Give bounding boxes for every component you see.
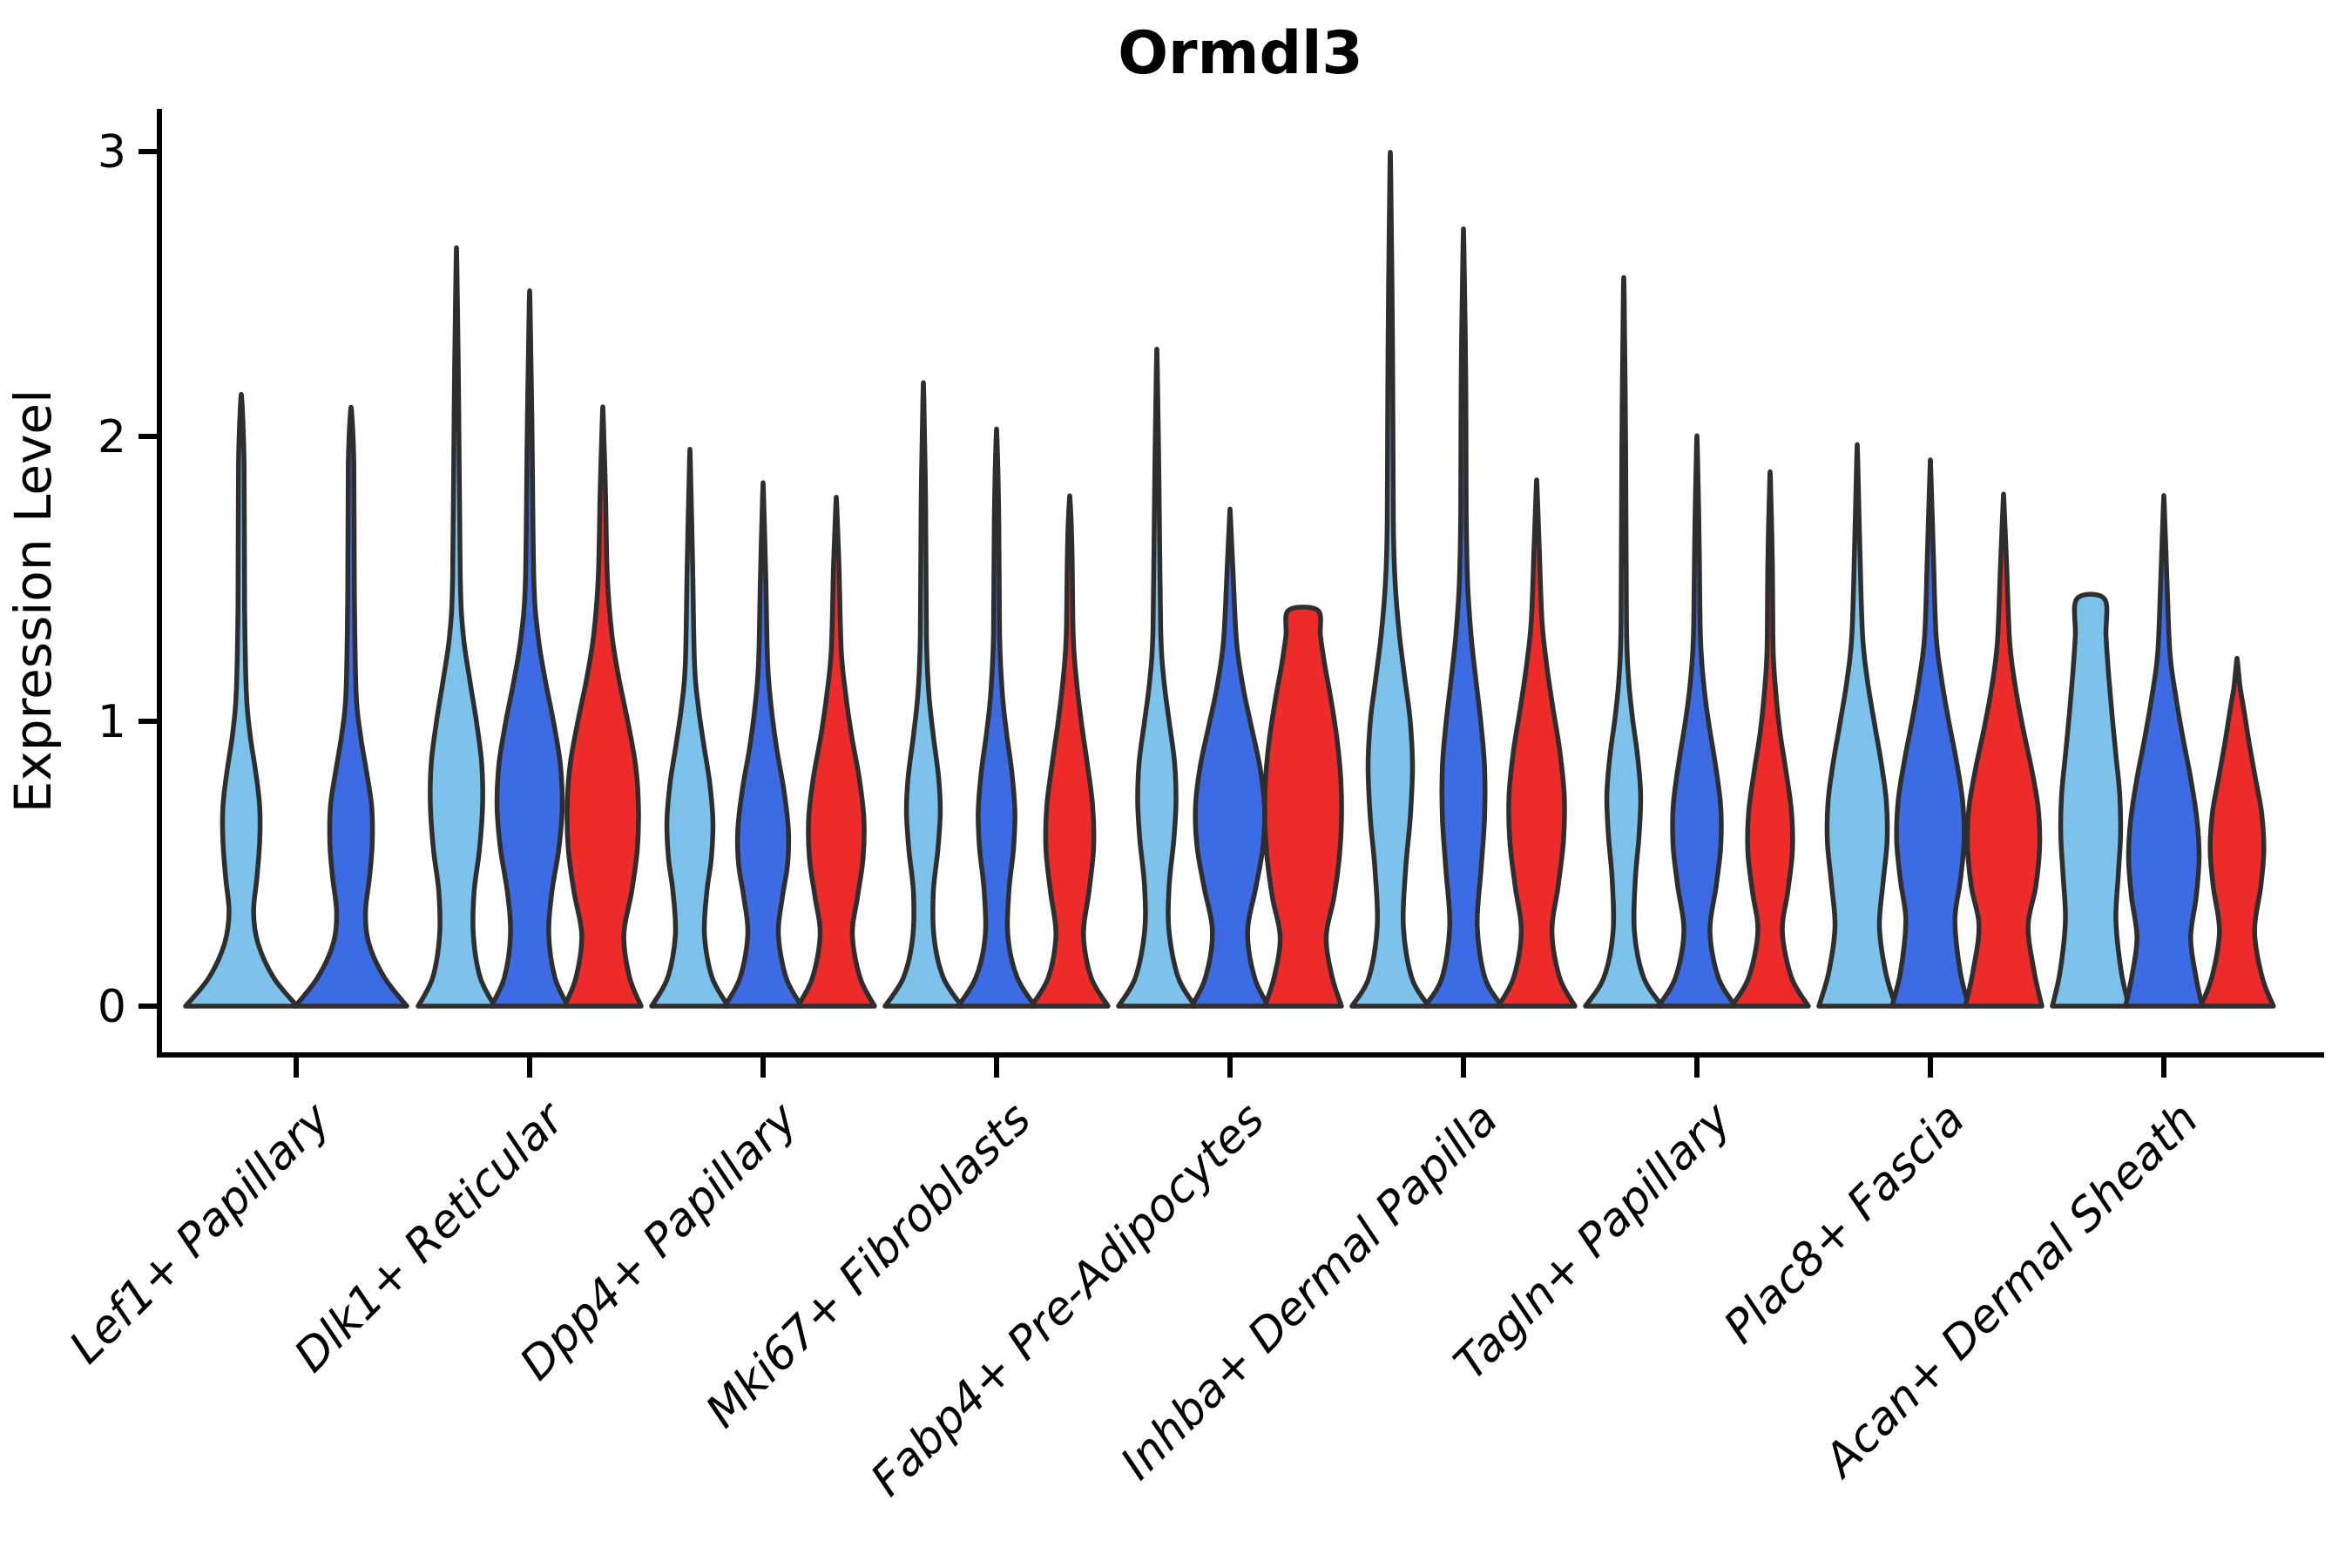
violin-plac8-fascia-red-sample — [1963, 491, 2044, 1009]
violin-dlk1-reticular-red-sample — [562, 404, 644, 1009]
y-tick-label: 1 — [98, 696, 126, 748]
violin-lef1-papillary-darkblue-sample — [293, 404, 409, 1009]
violin-dpp4-papillary-darkblue-sample — [722, 480, 804, 1009]
violin-fabp4-pre-adipocytes-red-sample — [1262, 605, 1344, 1009]
violin-mki67-fibroblasts-red-sample — [1029, 493, 1111, 1009]
violin-dlk1-reticular-lightblue-sample — [416, 245, 497, 1009]
x-tick-label-inhba-dermal-papilla: Inhba+ Dermal Papilla — [1111, 1093, 1508, 1490]
violin-fabp4-pre-adipocytes-lightblue-sample — [1116, 347, 1198, 1009]
violins-layer — [183, 150, 2276, 1009]
y-tick-label: 3 — [98, 126, 126, 179]
violin-plac8-fascia-darkblue-sample — [1889, 457, 1971, 1009]
violin-dpp4-papillary-lightblue-sample — [649, 446, 731, 1009]
x-tick-label-acan-dermal-sheath: Acan+ Dermal Sheath — [1813, 1093, 2208, 1489]
x-tick-label-fabp4-pre-adipocytes: Fabp4+ Pre-Adipocytes — [862, 1093, 1275, 1507]
violin-fabp4-pre-adipocytes-darkblue-sample — [1189, 506, 1271, 1009]
violin-acan-dermal-sheath-darkblue-sample — [2123, 493, 2205, 1009]
y-tick-label: 0 — [98, 981, 126, 1033]
x-tick-label-plac8-fascia: Plac8+ Fascia — [1714, 1093, 1975, 1354]
violin-mki67-fibroblasts-darkblue-sample — [956, 426, 1037, 1009]
chart-title: Ormdl3 — [1118, 19, 1363, 88]
violin-dpp4-papillary-red-sample — [795, 495, 877, 1009]
y-axis-label: Expression Level — [3, 389, 63, 813]
violin-dlk1-reticular-darkblue-sample — [489, 288, 571, 1009]
violin-acan-dermal-sheath-red-sample — [2198, 655, 2276, 1009]
violin-lef1-papillary-lightblue-sample — [183, 392, 300, 1009]
y-tick-label: 2 — [98, 411, 126, 463]
violin-inhba-dermal-papilla-darkblue-sample — [1423, 226, 1504, 1009]
violin-plac8-fascia-lightblue-sample — [1816, 442, 1898, 1009]
violin-inhba-dermal-papilla-lightblue-sample — [1349, 150, 1431, 1009]
violin-tagln-papillary-red-sample — [1729, 469, 1811, 1009]
violin-acan-dermal-sheath-lightblue-sample — [2050, 591, 2132, 1009]
violin-inhba-dermal-papilla-red-sample — [1496, 477, 1578, 1009]
violin-tagln-papillary-darkblue-sample — [1656, 433, 1738, 1009]
violin-tagln-papillary-lightblue-sample — [1583, 274, 1665, 1009]
violin-mki67-fibroblasts-lightblue-sample — [882, 380, 964, 1009]
